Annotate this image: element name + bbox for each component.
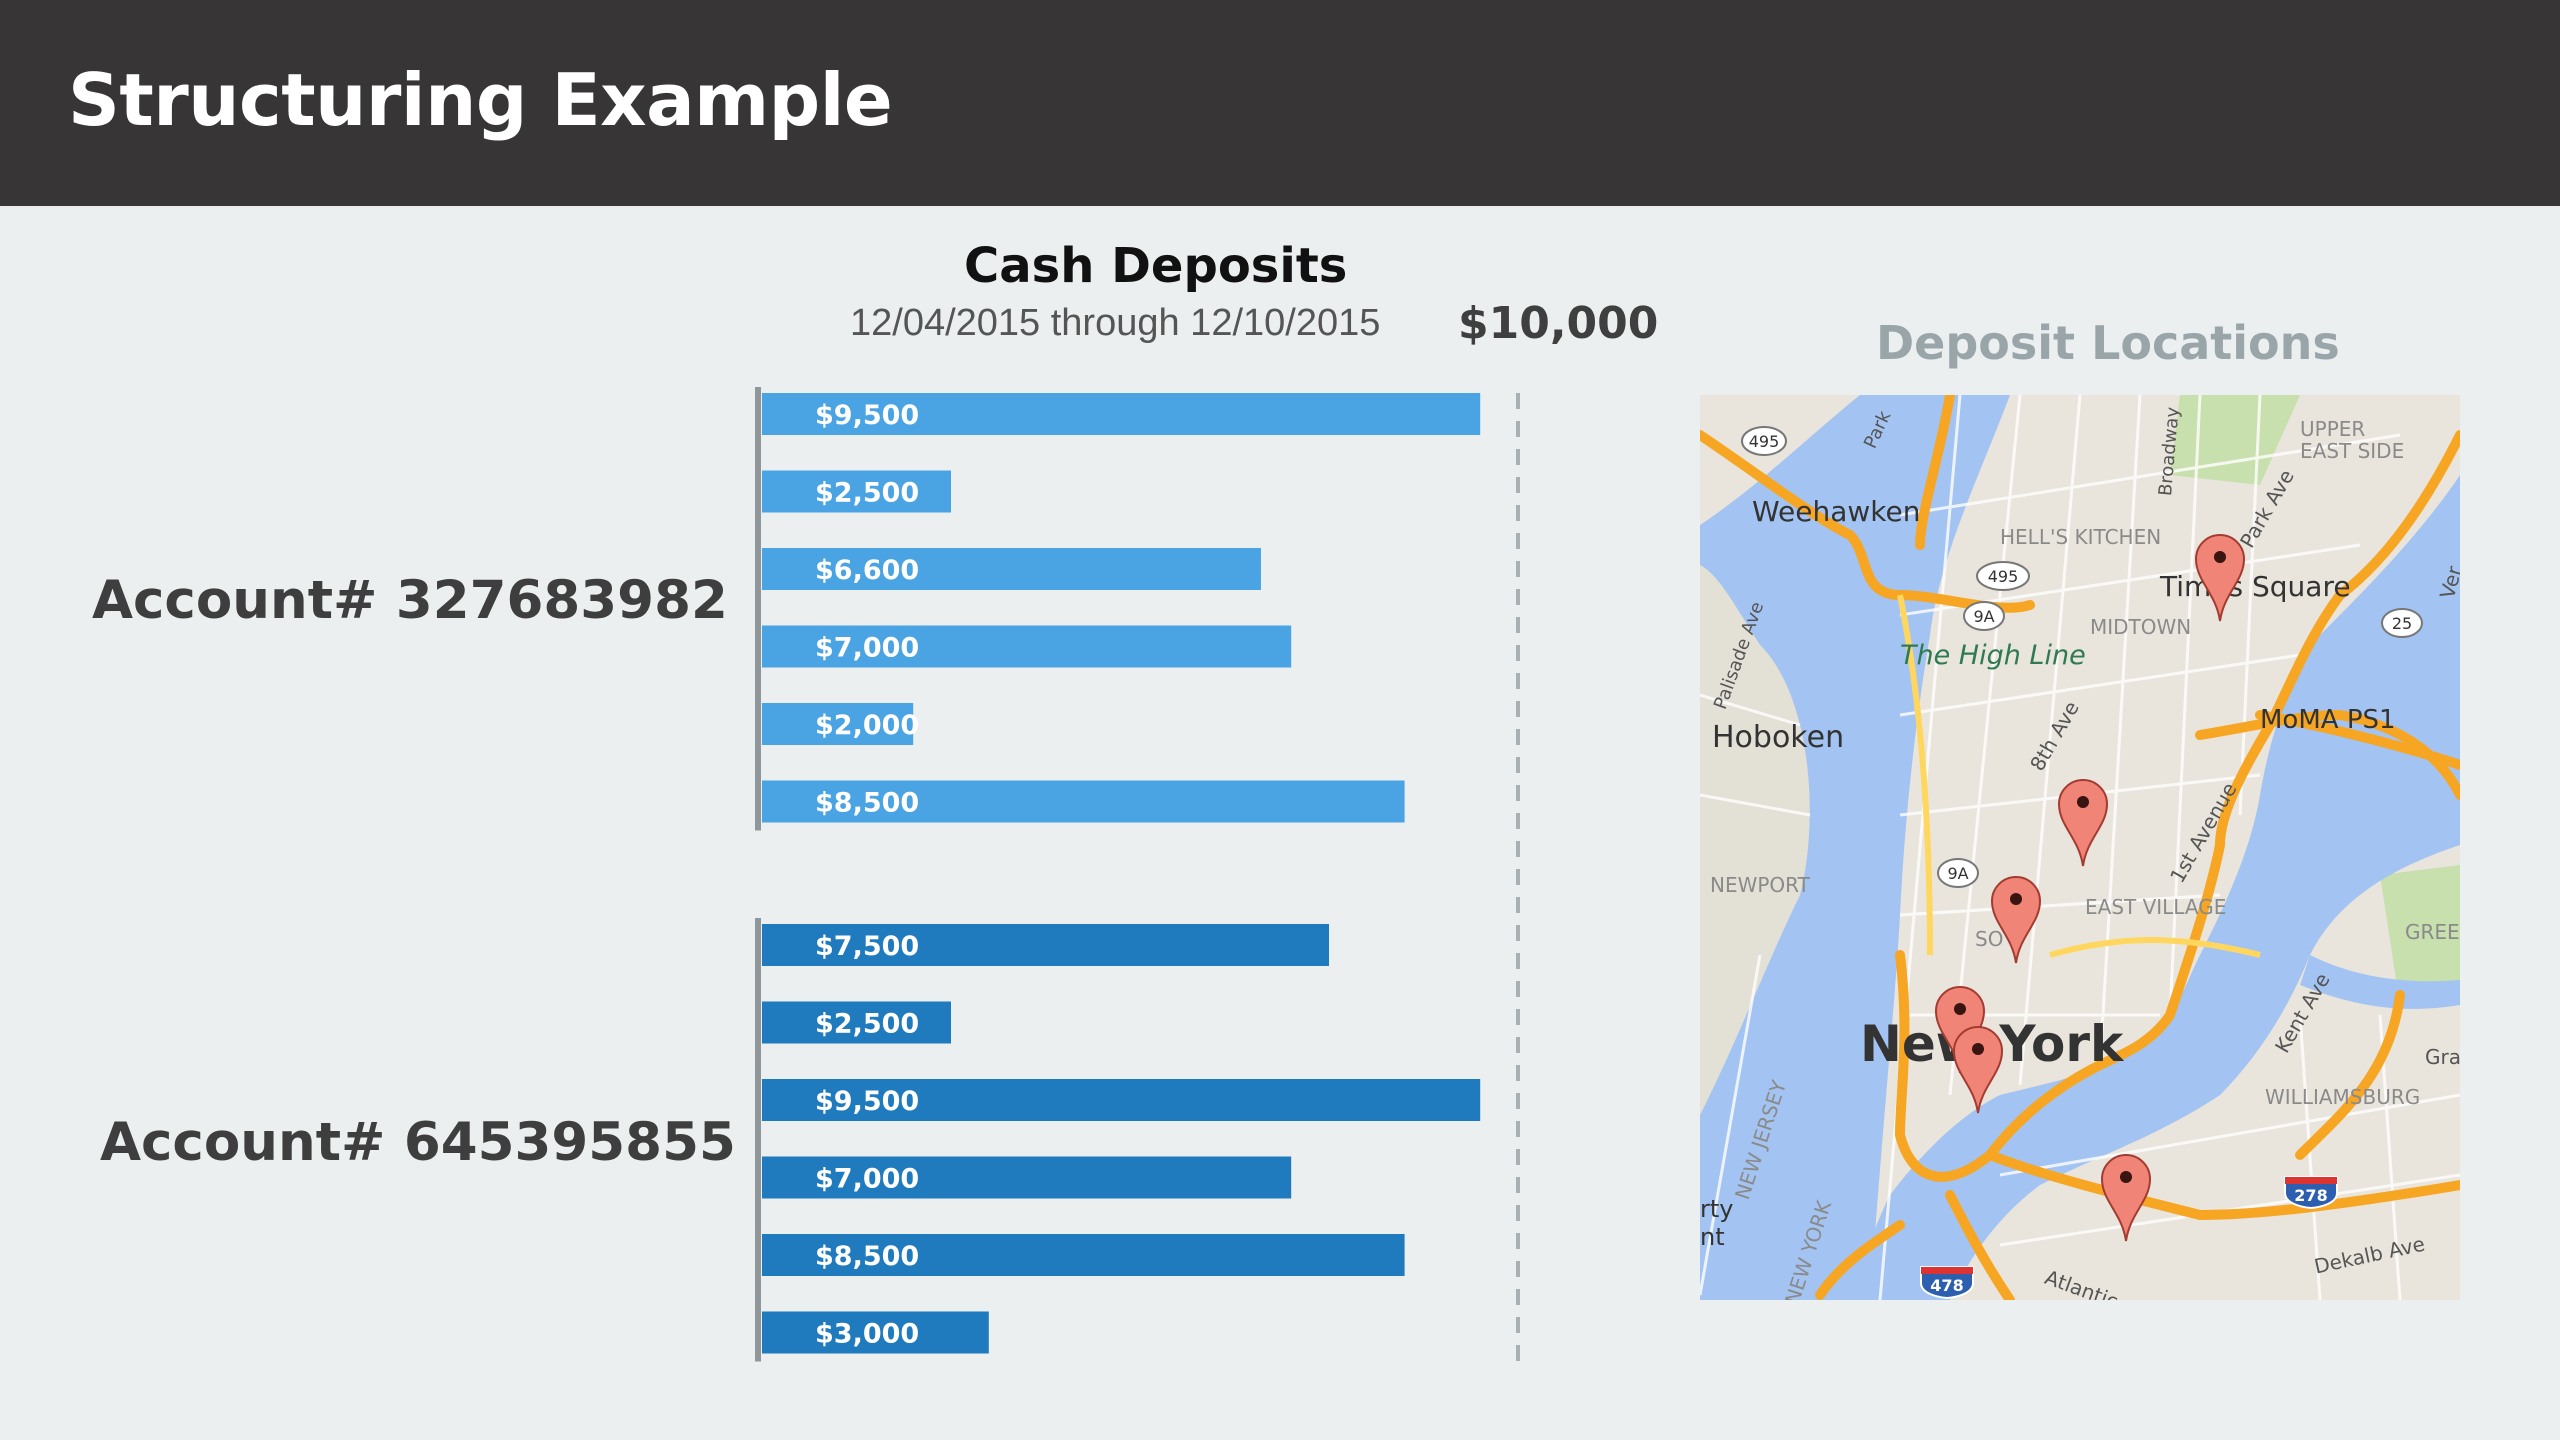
map-label-moma: MoMA PS1: [2260, 705, 2396, 735]
route-shield-495-east-text: 495: [1988, 567, 2019, 586]
route-shield-495-east: 495: [1976, 561, 2030, 591]
bar-label-account-1-4: $7,000: [815, 633, 919, 664]
route-shield-495-west-text: 495: [1749, 432, 1780, 451]
map-label-city-2: nt: [1700, 1223, 1725, 1251]
bar-label-account-1-6: $8,500: [815, 788, 919, 819]
bar-account-1-4[interactable]: [762, 625, 1292, 668]
route-shield-25: 25: [2381, 608, 2423, 638]
map-label-upper: UPPER: [2300, 417, 2366, 441]
bar-label-account-2-1: $7,500: [815, 931, 919, 962]
interstate-shield-278-text: 278: [2294, 1186, 2327, 1205]
bar-label-account-2-4: $7,000: [815, 1164, 919, 1195]
bar-account-2-1[interactable]: [762, 924, 1329, 966]
account-label-2: Account# 645395855: [100, 1112, 736, 1173]
bar-account-2-2[interactable]: [762, 1001, 951, 1044]
bar-label-account-2-5: $8,500: [815, 1241, 919, 1272]
deposit-pin-4[interactable]: [1934, 985, 1986, 1075]
chart-subtitle: 12/04/2015 through 12/10/2015: [850, 302, 1381, 344]
route-shield-9a-south-text: 9A: [1947, 864, 1968, 883]
map-label-soho: SO: [1975, 927, 2004, 951]
map-background: [1700, 395, 2460, 1300]
account-label-1: Account# 327683982: [92, 570, 728, 631]
bar-account-2-4[interactable]: [762, 1156, 1292, 1199]
route-shield-9a-north: 9A: [1963, 601, 2005, 631]
map-title: Deposit Locations: [1876, 316, 2340, 370]
bar-label-account-1-5: $2,000: [815, 710, 919, 741]
deposit-pin-2[interactable]: [2057, 778, 2109, 868]
bar-account-1-5[interactable]: [762, 703, 914, 745]
map-label-east-side: EAST SIDE: [2300, 439, 2405, 463]
map-label-city-1: rty: [1700, 1195, 1734, 1223]
bar-label-account-1-2: $2,500: [815, 478, 919, 509]
map-label-newport: NEWPORT: [1710, 873, 1810, 897]
title-bar: Structuring Example: [0, 0, 2560, 206]
threshold-label: $10,000: [1458, 298, 1659, 349]
interstate-shield-478: 478: [1920, 1266, 1974, 1299]
map-label-williamsburg: WILLIAMSBURG: [2265, 1085, 2421, 1109]
deposit-pin-1[interactable]: [2194, 533, 2246, 623]
deposit-pin-3[interactable]: [1990, 875, 2042, 965]
map-label-hells-kitchen: HELL'S KITCHEN: [2000, 525, 2162, 549]
deposit-pin-6[interactable]: [2100, 1153, 2152, 1243]
bar-label-account-1-1: $9,500: [815, 400, 919, 431]
bar-label-account-2-3: $9,500: [815, 1086, 919, 1117]
bar-account-2-3[interactable]: [762, 1079, 1481, 1121]
route-shield-9a-north-text: 9A: [1973, 607, 1994, 626]
interstate-shield-478-text: 478: [1930, 1276, 1963, 1295]
map-label-east-village: EAST VILLAGE: [2085, 895, 2227, 919]
page-title: Structuring Example: [68, 58, 893, 142]
bar-account-1-6[interactable]: [762, 780, 1405, 823]
map-label-times-square: Times Square: [2160, 570, 2351, 603]
interstate-shield-278: 278: [2284, 1176, 2338, 1209]
bar-account-2-5[interactable]: [762, 1234, 1405, 1276]
route-shield-25-text: 25: [2392, 614, 2412, 633]
bar-account-1-1[interactable]: [762, 393, 1481, 435]
map-label-gra: Gra: [2425, 1045, 2460, 1069]
bar-account-1-2[interactable]: [762, 470, 951, 513]
deposit-map[interactable]: Weehawken HELL'S KITCHEN Times Square MI…: [1700, 395, 2460, 1300]
chart-title: Cash Deposits: [964, 238, 1348, 294]
route-shield-495-west: 495: [1741, 426, 1787, 456]
map-label-hoboken: Hoboken: [1712, 720, 1845, 755]
map-label-midtown: MIDTOWN: [2090, 615, 2192, 639]
deposit-pin-5[interactable]: [1952, 1025, 2004, 1115]
bar-label-account-2-2: $2,500: [815, 1009, 919, 1040]
bar-account-2-6[interactable]: [762, 1311, 989, 1354]
map-label-high-line: The High Line: [1900, 640, 2086, 671]
bar-label-account-1-3: $6,600: [815, 555, 919, 586]
bar-label-account-2-6: $3,000: [815, 1319, 919, 1350]
map-label-weehawken: Weehawken: [1752, 495, 1921, 528]
route-shield-9a-south: 9A: [1937, 858, 1979, 888]
bar-account-1-3[interactable]: [762, 548, 1261, 590]
